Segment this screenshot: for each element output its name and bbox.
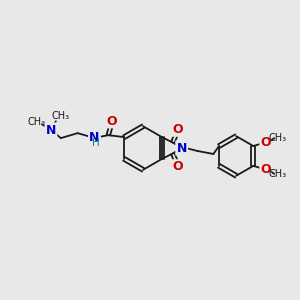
Text: O: O bbox=[172, 123, 183, 136]
Text: H: H bbox=[92, 138, 99, 148]
Text: O: O bbox=[260, 163, 271, 176]
Text: O: O bbox=[172, 160, 183, 173]
Text: CH₃: CH₃ bbox=[52, 111, 70, 121]
Text: CH₃: CH₃ bbox=[28, 117, 46, 127]
Text: CH₃: CH₃ bbox=[268, 169, 286, 179]
Text: N: N bbox=[89, 130, 100, 144]
Text: O: O bbox=[106, 115, 117, 128]
Text: N: N bbox=[176, 142, 187, 154]
Text: CH₃: CH₃ bbox=[268, 133, 286, 143]
Text: N: N bbox=[46, 124, 56, 137]
Text: O: O bbox=[260, 136, 271, 148]
